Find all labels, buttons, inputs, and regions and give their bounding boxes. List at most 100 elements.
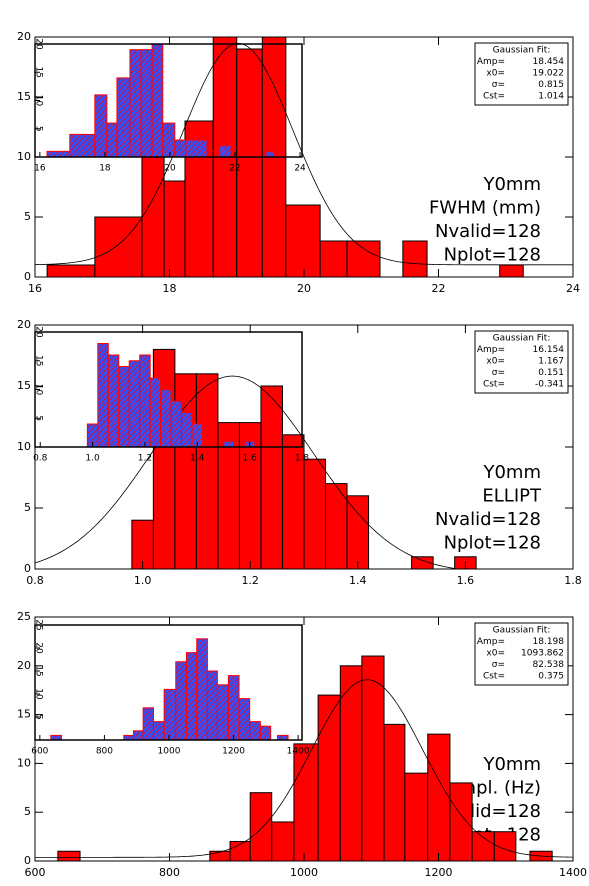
fit-param-name: Cst= bbox=[483, 672, 505, 682]
histogram-bar bbox=[271, 821, 295, 861]
histogram-bar bbox=[46, 150, 71, 157]
y-tick-label: 15 bbox=[17, 379, 31, 392]
inset-y-tick-label: 10 bbox=[34, 688, 44, 700]
x-tick-label: 0.8 bbox=[26, 574, 44, 587]
histogram-bar bbox=[317, 694, 341, 861]
inset-x-tick-label: 22 bbox=[229, 164, 240, 174]
y-tick-label: 25 bbox=[17, 610, 31, 623]
histogram-bar bbox=[170, 400, 183, 447]
panel-label: Nvalid=128 bbox=[435, 221, 541, 242]
histogram-bar bbox=[402, 240, 428, 277]
fit-param-name: x0= bbox=[486, 357, 505, 367]
inset-y-tick-label: 15 bbox=[34, 665, 44, 676]
histogram-bar bbox=[471, 831, 495, 861]
fit-param-name: σ= bbox=[492, 368, 505, 378]
histogram-bar bbox=[185, 652, 198, 740]
inset: 16 18 20 22 24 5 10 15 20 bbox=[34, 38, 307, 173]
histogram-bar bbox=[160, 389, 172, 447]
x-tick-label: 600 bbox=[25, 866, 46, 879]
y-tick-label: 0 bbox=[24, 854, 31, 867]
histogram-bar bbox=[227, 675, 240, 740]
fit-param-value: -0.341 bbox=[535, 380, 564, 390]
fit-param-value: 82.538 bbox=[533, 660, 565, 670]
fit-title: Gaussian Fit: bbox=[493, 46, 551, 56]
y-tick-label: 20 bbox=[17, 659, 31, 672]
panel-label: Nvalid=128 bbox=[435, 509, 541, 530]
histogram-bar bbox=[195, 373, 219, 569]
histogram-bar bbox=[499, 264, 524, 277]
x-tick-label: 16 bbox=[28, 282, 42, 295]
histogram-bar bbox=[118, 366, 130, 447]
inset-y-tick-label: 25 bbox=[34, 619, 44, 630]
histogram-bar bbox=[285, 204, 321, 277]
inset-x-tick-label: 16 bbox=[34, 164, 46, 174]
y-tick-label: 0 bbox=[24, 562, 31, 575]
fit-param-name: Cst= bbox=[483, 380, 505, 390]
fit-param-value: 19.022 bbox=[533, 69, 565, 79]
histogram bbox=[35, 655, 573, 861]
histogram-bar bbox=[319, 240, 348, 277]
fit-curve bbox=[35, 42, 573, 266]
histogram-bar bbox=[174, 139, 187, 157]
fit-param-name: Cst= bbox=[483, 92, 505, 102]
x-tick-label: 800 bbox=[159, 866, 180, 879]
histogram-bar bbox=[152, 721, 165, 740]
fit-param-name: σ= bbox=[492, 80, 505, 90]
y-tick-label: 20 bbox=[17, 30, 31, 43]
y-tick-label: 10 bbox=[17, 756, 31, 769]
inset-y-tick-label: 5 bbox=[34, 415, 44, 421]
histogram-bar bbox=[94, 94, 108, 157]
fit-param-value: 0.815 bbox=[538, 80, 564, 90]
panel: Y0mmPeak ampl. (Hz)Nvalid=128Nplot=12860… bbox=[17, 610, 587, 879]
inset-y-tick-label: 20 bbox=[34, 326, 44, 338]
inset-histogram bbox=[46, 44, 275, 157]
histogram-bar bbox=[97, 343, 109, 447]
inset-y-tick-label: 10 bbox=[34, 384, 44, 396]
histogram-bar bbox=[260, 385, 283, 569]
inset-x-tick-label: 1200 bbox=[222, 747, 245, 757]
histogram-bar bbox=[209, 850, 231, 861]
y-tick-label: 0 bbox=[24, 270, 31, 283]
fit-curve bbox=[35, 679, 573, 858]
fit-param-value: 18.454 bbox=[533, 57, 565, 67]
histogram-bar bbox=[181, 412, 193, 447]
fit-title: Gaussian Fit: bbox=[493, 626, 551, 636]
inset-y-tick-label: 5 bbox=[34, 126, 44, 132]
inset-y-tick-label: 15 bbox=[34, 355, 44, 366]
histogram-bar bbox=[293, 743, 319, 861]
panel-label: Nplot=128 bbox=[444, 533, 541, 554]
y-tick-label: 5 bbox=[24, 210, 31, 223]
inset-y-tick-label: 5 bbox=[34, 714, 44, 720]
fit-param-value: 0.151 bbox=[538, 368, 564, 378]
inset-x-tick-label: 20 bbox=[164, 164, 176, 174]
fit-param-name: x0= bbox=[486, 69, 505, 79]
panel-label: FWHM (mm) bbox=[429, 198, 541, 219]
histogram-bar bbox=[116, 77, 131, 157]
histogram-bar bbox=[196, 638, 208, 740]
y-tick-label: 10 bbox=[17, 150, 31, 163]
x-tick-label: 20 bbox=[297, 282, 311, 295]
histogram-bar bbox=[141, 156, 165, 277]
fit-box: Gaussian Fit:Amp= 18.198 x0= 1093.862 σ= 82.5… bbox=[474, 622, 569, 686]
fit-param-value: 16.154 bbox=[533, 345, 565, 355]
fit-box: Gaussian Fit:Amp= 16.154 x0= 1.167 σ= 0.151 Cs… bbox=[474, 330, 569, 394]
panel-label: Nplot=128 bbox=[444, 245, 541, 266]
inset-histogram bbox=[86, 343, 256, 447]
y-tick-label: 20 bbox=[17, 318, 31, 331]
histogram-bar bbox=[259, 725, 272, 740]
histogram-bar bbox=[162, 122, 176, 157]
x-tick-label: 1200 bbox=[425, 866, 453, 879]
histogram-bar bbox=[69, 133, 96, 157]
x-tick-label: 1400 bbox=[559, 866, 587, 879]
histogram-bar bbox=[303, 458, 327, 569]
histogram-bar bbox=[175, 661, 187, 740]
inset: 600 800 1000 1200 1400 5 10 15 20 25 bbox=[31, 619, 310, 756]
y-tick-label: 15 bbox=[17, 90, 31, 103]
inset-x-tick-label: 0.8 bbox=[33, 454, 48, 464]
x-tick-label: 1.6 bbox=[457, 574, 475, 587]
fit-box: Gaussian Fit:Amp= 18.454 x0= 19.022 σ= 0.815 C… bbox=[474, 42, 569, 106]
histogram-bar bbox=[249, 721, 261, 740]
histogram-bar bbox=[139, 354, 151, 447]
fit-box-frame bbox=[474, 42, 569, 106]
